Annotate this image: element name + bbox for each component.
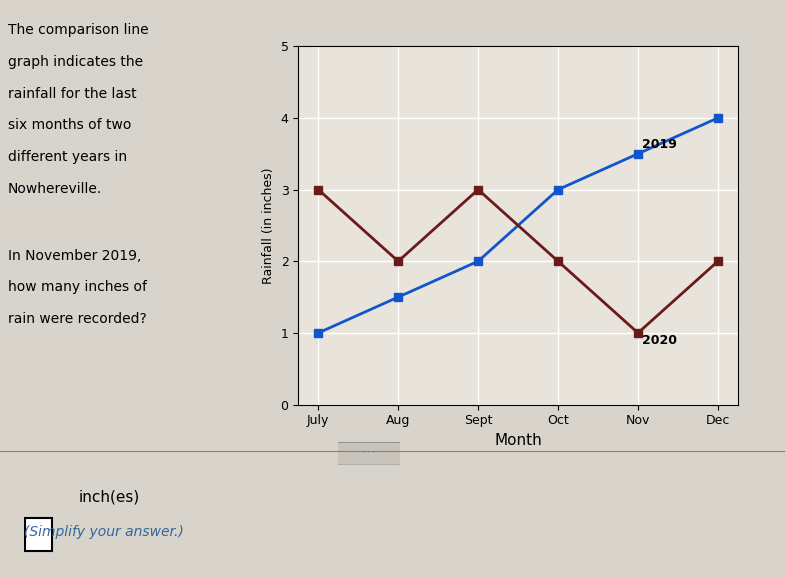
Text: rainfall for the last: rainfall for the last xyxy=(8,87,137,101)
Text: rain were recorded?: rain were recorded? xyxy=(8,312,147,326)
X-axis label: Month: Month xyxy=(495,433,542,448)
Y-axis label: Rainfall (in inches): Rainfall (in inches) xyxy=(262,167,275,284)
Text: The comparison line: The comparison line xyxy=(8,23,148,37)
Text: six months of two: six months of two xyxy=(8,118,131,132)
Text: 2019: 2019 xyxy=(642,138,677,151)
Text: different years in: different years in xyxy=(8,150,127,164)
Text: (Simplify your answer.): (Simplify your answer.) xyxy=(24,525,184,539)
Text: graph indicates the: graph indicates the xyxy=(8,55,143,69)
FancyBboxPatch shape xyxy=(25,518,52,551)
Text: 2020: 2020 xyxy=(642,334,677,347)
FancyBboxPatch shape xyxy=(334,442,403,465)
Text: Nowhereville.: Nowhereville. xyxy=(8,182,102,196)
Text: In November 2019,: In November 2019, xyxy=(8,249,141,262)
Text: how many inches of: how many inches of xyxy=(8,280,147,294)
Text: inch(es): inch(es) xyxy=(78,490,140,505)
Text: · · ·: · · · xyxy=(363,449,375,458)
